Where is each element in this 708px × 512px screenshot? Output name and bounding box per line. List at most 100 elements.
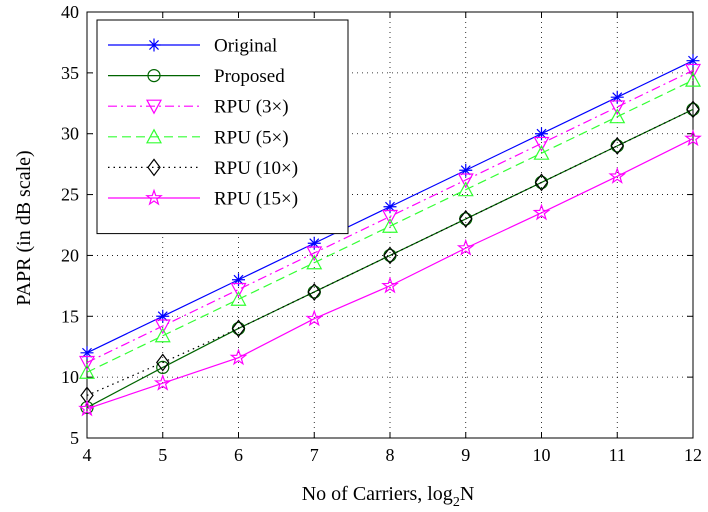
data-point (232, 273, 245, 287)
y-tick-label: 20 (61, 245, 79, 265)
y-tick-label: 40 (61, 2, 79, 22)
legend-label: RPU (15×) (214, 189, 298, 210)
x-tick-label: 6 (234, 445, 243, 465)
data-point (533, 144, 550, 160)
x-tick-label: 12 (684, 445, 702, 465)
data-point (153, 373, 172, 391)
y-tick-label: 25 (61, 185, 79, 205)
data-point (381, 217, 399, 233)
data-point (78, 355, 96, 371)
x-tick-label: 10 (533, 445, 551, 465)
x-axis-label-subscript: 2 (453, 495, 460, 510)
legend-marker (145, 99, 163, 115)
data-point (684, 129, 702, 147)
series-1 (80, 54, 700, 360)
data-point (609, 100, 626, 116)
series-line (86, 69, 694, 364)
data-point (156, 353, 170, 372)
series-5 (80, 100, 700, 405)
data-point (609, 108, 626, 124)
data-point (78, 399, 96, 417)
data-point (532, 203, 551, 221)
legend-item: RPU (10×) (108, 158, 298, 179)
x-tick-label: 4 (83, 445, 92, 465)
data-point (156, 309, 170, 323)
data-point (230, 290, 247, 306)
legend-item: RPU (5×) (108, 127, 289, 148)
data-point (383, 200, 397, 214)
legend-label: RPU (5×) (214, 127, 289, 148)
x-tick-label: 9 (461, 445, 470, 465)
legend-label: Original (214, 36, 277, 57)
legend-label: RPU (10×) (214, 158, 298, 179)
data-point (459, 209, 473, 228)
x-axis-label-main: No of Carriers, log (302, 483, 453, 505)
grid-lines (87, 12, 693, 438)
data-point (381, 276, 399, 294)
data-point (80, 346, 94, 360)
data-point (383, 246, 397, 265)
legend-item: RPU (15×) (108, 189, 298, 210)
x-tick-label: 5 (158, 445, 167, 465)
x-tick-label: 11 (609, 445, 626, 465)
y-tick-label: 35 (61, 63, 79, 83)
data-point (306, 254, 323, 270)
data-point (78, 364, 96, 379)
data-point (306, 246, 323, 262)
legend-marker (147, 38, 161, 52)
data-point (457, 173, 474, 189)
data-point (80, 386, 94, 405)
data-point (154, 319, 171, 335)
legend-marker (147, 158, 161, 177)
legend: Original Proposed RPU (3×) RPU (5×) RPU (10×… (96, 19, 349, 235)
data-point (307, 282, 321, 301)
x-tick-label: 7 (310, 445, 319, 465)
series-3 (78, 63, 702, 371)
x-axis-label-tail: N (460, 483, 474, 505)
legend-item: Original (108, 36, 277, 57)
data-point (230, 282, 247, 298)
data-point (535, 127, 548, 141)
series-line (86, 108, 694, 409)
series-6 (78, 129, 702, 417)
legend-item: RPU (3×) (108, 97, 289, 118)
y-tick-label: 5 (70, 428, 79, 448)
data-point (457, 181, 474, 197)
data-point (684, 71, 702, 87)
data-point (156, 360, 170, 375)
data-point (608, 166, 627, 184)
data-point (686, 54, 700, 68)
data-point (456, 238, 475, 256)
legend-label: RPU (3×) (214, 97, 289, 118)
data-point (154, 327, 171, 343)
data-point (610, 90, 624, 104)
legend-label: Proposed (214, 66, 285, 87)
data-point (307, 236, 321, 250)
data-point (684, 63, 702, 79)
y-tick-label: 30 (61, 124, 79, 144)
legend-marker (147, 68, 161, 83)
data-point (459, 163, 473, 177)
series-line (86, 138, 694, 410)
data-point (305, 309, 324, 327)
x-axis-label: No of Carriers, log2N (302, 483, 475, 510)
legend-item: Proposed (108, 66, 285, 87)
data-point (686, 100, 700, 119)
legend-marker (145, 188, 163, 206)
y-axis-label: PAPR (in dB scale) (13, 150, 35, 305)
data-point (229, 348, 248, 366)
data-point (231, 319, 246, 338)
series-line (86, 79, 694, 373)
series-group (78, 54, 702, 417)
data-point (533, 136, 550, 152)
legend-marker (145, 128, 163, 144)
x-tick-label: 8 (386, 445, 395, 465)
series-line (86, 108, 694, 396)
y-tick-label: 15 (61, 306, 79, 326)
data-point (534, 173, 549, 192)
data-point (381, 209, 399, 225)
series-4 (78, 71, 702, 379)
data-point (610, 136, 624, 155)
